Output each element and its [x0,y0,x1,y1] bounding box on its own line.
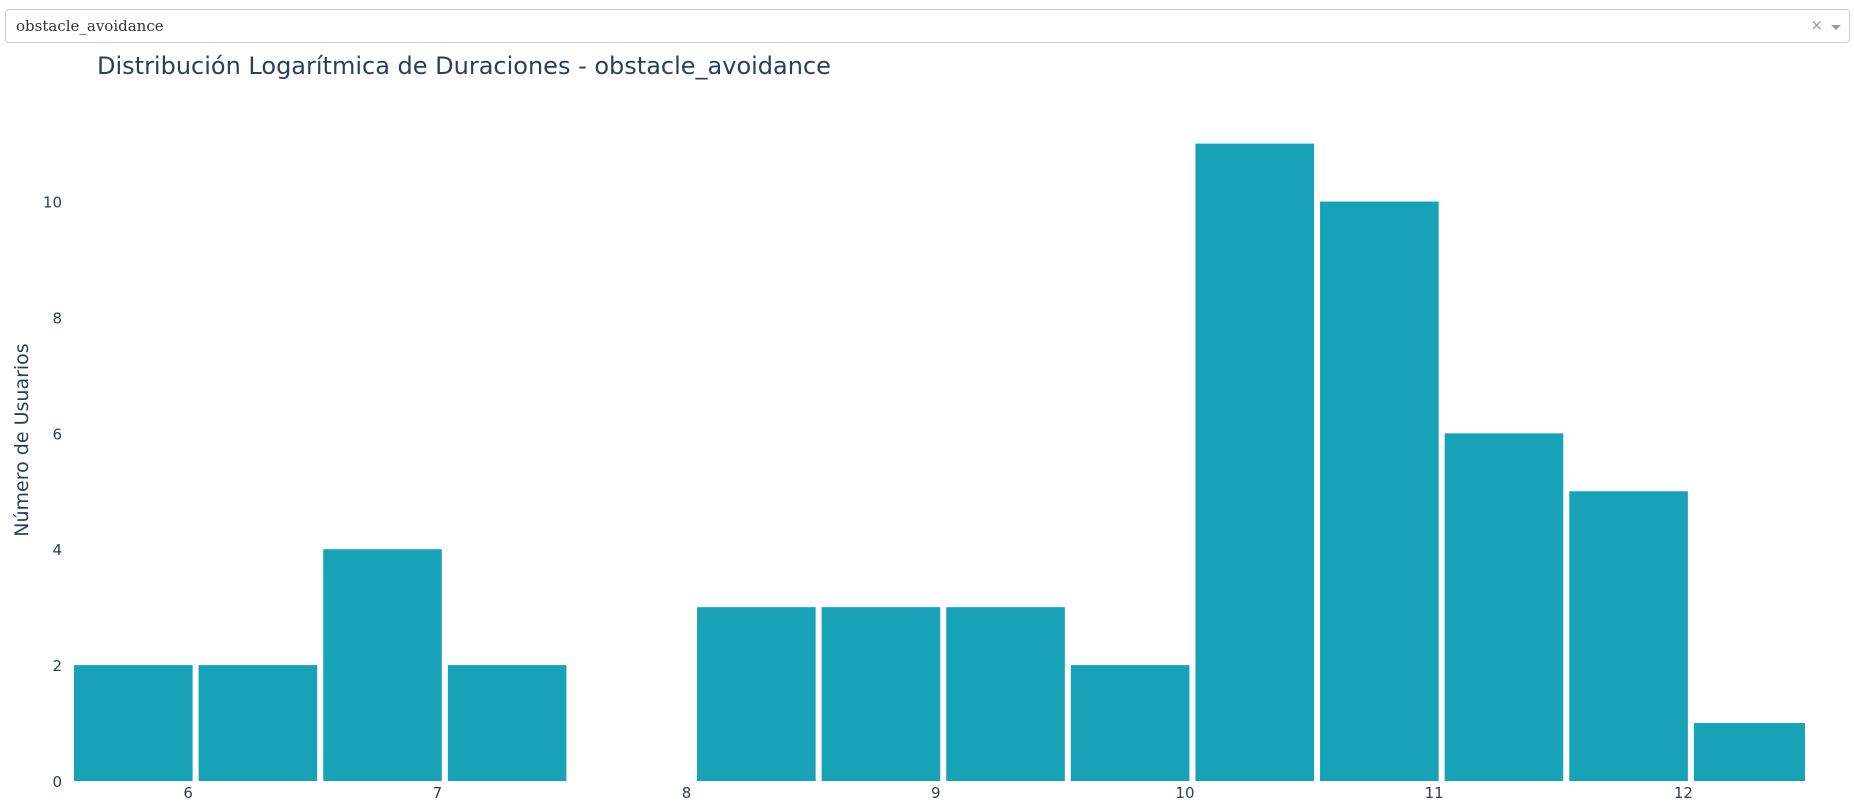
y-tick-label: 2 [52,657,62,675]
histogram-bar[interactable] [1070,665,1190,781]
y-axis-label: Número de Usuarios [11,343,33,536]
histogram-bar[interactable] [1693,723,1805,781]
x-tick-label: 8 [682,784,692,802]
histogram-bar[interactable] [697,607,816,781]
y-tick-label: 0 [52,773,62,791]
histogram-bar[interactable] [1444,433,1564,781]
bars-group [74,143,1805,782]
x-tick-label: 12 [1674,784,1693,802]
x-tick-label: 7 [433,784,443,802]
histogram-bar[interactable] [74,665,193,781]
x-axis-ticks: 6 7 8 9 10 11 12 [183,784,1693,802]
histogram-bar[interactable] [946,607,1065,781]
histogram-bar[interactable] [1195,143,1315,782]
histogram-bar[interactable] [447,665,567,781]
histogram-bar[interactable] [323,549,442,781]
histogram-bar[interactable] [198,665,318,781]
y-tick-label: 10 [43,194,62,212]
y-tick-label: 4 [52,541,62,559]
x-tick-label: 9 [931,784,941,802]
histogram-bar[interactable] [821,607,941,781]
clear-icon[interactable]: × [1810,16,1823,34]
y-tick-label: 8 [52,309,62,327]
dropdown-selected-value: obstacle_avoidance [16,17,164,35]
histogram-bar[interactable] [1569,491,1688,781]
y-axis-ticks: 0 2 4 6 8 10 [43,194,62,791]
chart-title: Distribución Logarítmica de Duraciones -… [97,52,831,80]
chevron-down-icon[interactable] [1831,25,1841,30]
y-tick-label: 6 [52,425,62,443]
x-tick-label: 6 [183,784,193,802]
x-tick-label: 11 [1425,784,1444,802]
histogram-bar[interactable] [1320,201,1439,781]
x-tick-label: 10 [1175,784,1194,802]
activity-dropdown[interactable]: obstacle_avoidance × [5,9,1850,43]
